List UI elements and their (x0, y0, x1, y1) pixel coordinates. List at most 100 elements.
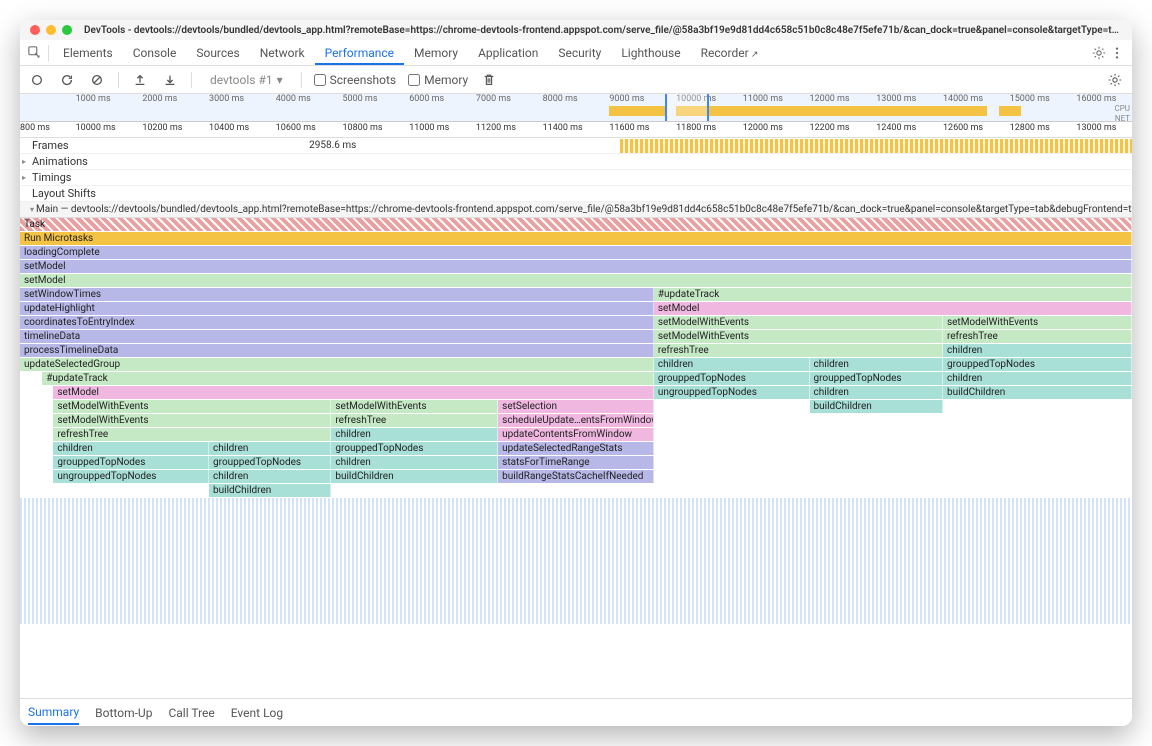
flame-bar[interactable]: ungrouppedTopNodes (53, 470, 209, 483)
flame-bar[interactable]: grouppedTopNodes (53, 456, 209, 469)
flame-bar[interactable]: setModel (654, 302, 1132, 315)
flame-bar[interactable]: children (810, 386, 943, 399)
ruler-tick: 11400 ms (543, 123, 583, 133)
flame-bar[interactable]: refreshTree (331, 414, 498, 427)
trash-button[interactable] (480, 71, 498, 89)
inspect-icon[interactable] (26, 44, 44, 62)
flame-bar[interactable]: children (209, 470, 331, 483)
flame-bar[interactable]: setModelWithEvents (943, 316, 1132, 329)
overview-tick: 9000 ms (609, 94, 644, 104)
flame-bar[interactable]: children (943, 372, 1132, 385)
download-button[interactable] (161, 71, 179, 89)
screenshots-checkbox[interactable]: Screenshots (314, 73, 396, 87)
flame-bar[interactable]: updateHighlight (20, 302, 654, 315)
clear-button[interactable] (88, 71, 106, 89)
flame-bar[interactable]: ungrouppedTopNodes (654, 386, 810, 399)
frames-track[interactable]: Frames 2958.6 ms (20, 138, 1132, 154)
flame-bar[interactable]: setModel (20, 274, 1132, 287)
tab-performance[interactable]: Performance (315, 41, 404, 65)
tab-application[interactable]: Application (468, 41, 548, 65)
timeline-overview[interactable]: 1000 ms2000 ms3000 ms4000 ms5000 ms6000 … (20, 94, 1132, 122)
flame-bar[interactable]: updateContentsFromWindow (498, 428, 654, 441)
tab-lighthouse[interactable]: Lighthouse (611, 41, 690, 65)
main-thread-header[interactable]: Main — devtools://devtools/bundled/devto… (20, 202, 1132, 218)
flame-bar[interactable]: setModelWithEvents (331, 400, 498, 413)
timings-track[interactable]: Timings (20, 170, 1132, 186)
reload-record-button[interactable] (58, 71, 76, 89)
flame-bar[interactable]: #updateTrack (654, 288, 1132, 301)
settings-icon[interactable] (1090, 44, 1108, 62)
details-tab-bottom-up[interactable]: Bottom-Up (95, 702, 152, 724)
close-window-button[interactable] (30, 25, 40, 35)
flame-bar[interactable]: children (943, 344, 1132, 357)
flame-bar[interactable]: setWindowTimes (20, 288, 654, 301)
timeline-ruler[interactable]: 800 ms10000 ms10200 ms10400 ms10600 ms10… (20, 122, 1132, 138)
flame-bar[interactable]: Run Microtasks (20, 232, 1132, 245)
flame-bar[interactable]: setModelWithEvents (53, 414, 331, 427)
maximize-window-button[interactable] (62, 25, 72, 35)
tab-elements[interactable]: Elements (53, 41, 123, 65)
flame-bar[interactable]: children (810, 358, 943, 371)
upload-button[interactable] (131, 71, 149, 89)
flame-bar[interactable]: Task (20, 218, 1132, 231)
flame-bar[interactable]: #updateTrack (42, 372, 654, 385)
flame-bar[interactable]: grouppedTopNodes (331, 442, 498, 455)
flame-bar[interactable]: loadingComplete (20, 246, 1132, 259)
layoutshifts-track[interactable]: Layout Shifts (20, 186, 1132, 202)
frames-strip (620, 139, 1132, 153)
flame-bar[interactable]: children (209, 442, 331, 455)
overview-selection[interactable] (665, 94, 709, 121)
flame-bar[interactable]: grouppedTopNodes (943, 358, 1132, 371)
flame-bar[interactable]: updateSelectedGroup (20, 358, 654, 371)
flame-bar[interactable]: buildRangeStatsCacheIfNeeded (498, 470, 654, 483)
tab-security[interactable]: Security (548, 41, 611, 65)
flame-bar[interactable]: children (53, 442, 209, 455)
flame-bar[interactable]: statsForTimeRange (498, 456, 654, 469)
flame-bar[interactable]: refreshTree (654, 344, 943, 357)
record-button[interactable] (28, 71, 46, 89)
tab-console[interactable]: Console (123, 41, 187, 65)
capture-settings-icon[interactable] (1106, 71, 1124, 89)
flame-chart[interactable]: TaskRun MicrotasksloadingCompletesetMode… (20, 218, 1132, 698)
flame-bar[interactable]: refreshTree (943, 330, 1132, 343)
flame-bar[interactable]: setModelWithEvents (53, 400, 331, 413)
more-icon[interactable] (1108, 44, 1126, 62)
flame-bar[interactable]: children (331, 456, 498, 469)
flame-bar[interactable]: setModelWithEvents (654, 330, 943, 343)
flame-bar[interactable]: setSelection (498, 400, 654, 413)
flame-bar[interactable]: scheduleUpdate…entsFromWindow (498, 414, 654, 427)
minimize-window-button[interactable] (46, 25, 56, 35)
flame-bar[interactable]: grouppedTopNodes (209, 456, 331, 469)
flame-bar[interactable]: setModelWithEvents (654, 316, 943, 329)
tab-sources[interactable]: Sources (186, 41, 249, 65)
session-selector[interactable]: devtools #1▾ (204, 71, 289, 89)
ruler-tick: 10200 ms (142, 123, 182, 133)
tab-recorder[interactable]: Recorder (691, 41, 769, 65)
flame-bar[interactable]: buildChildren (943, 386, 1132, 399)
memory-checkbox[interactable]: Memory (408, 73, 468, 87)
details-tab-call-tree[interactable]: Call Tree (168, 702, 214, 724)
details-tab-event-log[interactable]: Event Log (231, 702, 283, 724)
flame-bar[interactable]: setModel (20, 260, 1132, 273)
flame-bar[interactable]: buildChildren (209, 484, 331, 497)
flame-thin-row (20, 512, 1132, 526)
flame-bar[interactable]: refreshTree (53, 428, 331, 441)
flame-bar[interactable]: updateSelectedRangeStats (498, 442, 654, 455)
tab-memory[interactable]: Memory (404, 41, 468, 65)
flame-bar[interactable]: children (331, 428, 498, 441)
flame-bar[interactable]: buildChildren (810, 400, 943, 413)
details-tab-summary[interactable]: Summary (28, 701, 79, 725)
flame-bar[interactable]: grouppedTopNodes (810, 372, 943, 385)
flame-bar[interactable]: children (654, 358, 810, 371)
flame-bar[interactable]: processTimelineData (20, 344, 654, 357)
tab-network[interactable]: Network (250, 41, 315, 65)
flame-bar[interactable]: setModel (53, 386, 653, 399)
flame-bar[interactable]: buildChildren (331, 470, 498, 483)
flame-bar[interactable]: coordinatesToEntryIndex (20, 316, 654, 329)
ruler-tick: 12200 ms (810, 123, 850, 133)
ruler-tick: 10800 ms (342, 123, 382, 133)
frames-value: 2958.6 ms (309, 140, 356, 151)
flame-bar[interactable]: timelineData (20, 330, 654, 343)
flame-bar[interactable]: grouppedTopNodes (654, 372, 810, 385)
animations-track[interactable]: Animations (20, 154, 1132, 170)
